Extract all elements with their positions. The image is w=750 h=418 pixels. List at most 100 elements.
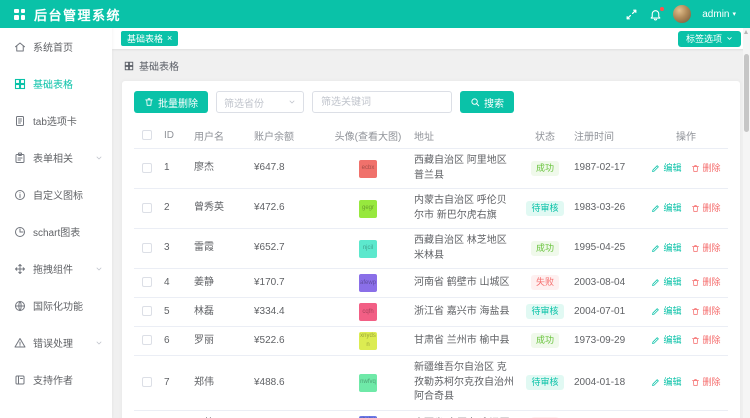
column-header-7: 操作 bbox=[644, 123, 728, 149]
delete-button[interactable]: 删除 bbox=[691, 334, 721, 347]
table-row: 6 罗丽 ¥522.6 xnydsn 甘肃省 兰州市 榆中县 成功 1973-09-29 编辑… bbox=[134, 326, 728, 356]
tab-label: 基础表格 bbox=[127, 34, 164, 44]
cell-id: 7 bbox=[160, 355, 190, 411]
table-row: 5 林磊 ¥334.4 cqfh 浙江省 嘉兴市 海盐县 待审核 2004-07-01 编辑 删… bbox=[134, 297, 728, 327]
delete-button[interactable]: 删除 bbox=[691, 162, 721, 175]
main-area: 基础表格 × 标签选项 基础表格 批量删除 bbox=[112, 28, 750, 418]
edit-button[interactable]: 编辑 bbox=[651, 202, 682, 215]
cell-id: 5 bbox=[160, 297, 190, 327]
search-button[interactable]: 搜索 bbox=[460, 91, 514, 113]
sidebar-item-label: 错误处理 bbox=[33, 339, 73, 350]
pencil-icon bbox=[651, 204, 660, 213]
delete-button[interactable]: 删除 bbox=[691, 376, 721, 389]
avatar-image[interactable]: chabwb bbox=[359, 415, 377, 418]
warning-icon bbox=[14, 337, 26, 349]
row-checkbox[interactable] bbox=[142, 335, 152, 346]
user-avatar[interactable] bbox=[673, 5, 692, 23]
tag-options-label: 标签选项 bbox=[685, 34, 722, 44]
document-icon bbox=[14, 115, 26, 127]
tag-options-button[interactable]: 标签选项 bbox=[677, 30, 741, 47]
edit-button[interactable]: 编辑 bbox=[651, 334, 682, 347]
cell-address: 西藏自治区 阿里地区 普兰县 bbox=[410, 148, 520, 189]
close-icon[interactable]: × bbox=[167, 33, 173, 43]
info-icon bbox=[14, 189, 26, 201]
delete-button[interactable]: 删除 bbox=[691, 305, 721, 318]
sidebar-item-0[interactable]: 系统首页 bbox=[0, 28, 112, 65]
edit-label: 编辑 bbox=[663, 335, 682, 346]
fullscreen-icon[interactable] bbox=[625, 8, 638, 21]
table-row: 4 姜静 ¥170.7 afewp 河南省 鹤壁市 山城区 失败 2003-08-04 编辑 删… bbox=[134, 268, 728, 298]
avatar-image[interactable]: ecbx bbox=[359, 159, 377, 178]
row-checkbox[interactable] bbox=[142, 376, 152, 387]
sidebar-item-1[interactable]: 基础表格 bbox=[0, 65, 112, 102]
cell-address: 新疆维吾尔自治区 克孜勒苏柯尔克孜自治州 阿合奇县 bbox=[410, 355, 520, 411]
table-row: 2 曾秀英 ¥472.6 gegr 内蒙古自治区 呼伦贝尔市 新巴尔虎右旗 待审核 1983… bbox=[134, 188, 728, 229]
scroll-up-arrow[interactable] bbox=[744, 30, 748, 34]
avatar-image[interactable]: afewp bbox=[359, 274, 377, 292]
province-filter-select[interactable]: 筛选省份 bbox=[216, 91, 304, 113]
avatar-image[interactable]: cqfh bbox=[359, 303, 377, 321]
row-checkbox[interactable] bbox=[142, 242, 152, 253]
cell-register-date: 2003-08-04 bbox=[570, 268, 644, 298]
trash-icon bbox=[691, 307, 700, 316]
sidebar-item-8[interactable]: 错误处理 bbox=[0, 324, 112, 361]
delete-label: 删除 bbox=[702, 202, 721, 213]
edit-label: 编辑 bbox=[663, 277, 682, 288]
row-checkbox[interactable] bbox=[142, 306, 152, 317]
delete-button[interactable]: 删除 bbox=[691, 242, 721, 255]
delete-button[interactable]: 删除 bbox=[691, 276, 721, 289]
cell-balance: ¥647.8 bbox=[250, 148, 326, 189]
select-all-checkbox[interactable] bbox=[142, 130, 152, 141]
chevron-down-icon bbox=[726, 35, 733, 42]
row-checkbox[interactable] bbox=[142, 162, 152, 173]
edit-button[interactable]: 编辑 bbox=[651, 376, 682, 389]
table-card: 批量删除 筛选省份 搜索 bbox=[122, 81, 740, 418]
edit-label: 编辑 bbox=[663, 242, 682, 253]
sidebar-item-9[interactable]: 支持作者 bbox=[0, 361, 112, 398]
batch-delete-button[interactable]: 批量删除 bbox=[134, 91, 208, 113]
cell-username: 丁静 bbox=[190, 410, 250, 418]
delete-label: 删除 bbox=[702, 335, 721, 346]
sidebar-item-5[interactable]: schart图表 bbox=[0, 213, 112, 250]
avatar-image[interactable]: gegr bbox=[359, 199, 377, 218]
keyword-filter-input[interactable] bbox=[312, 91, 452, 113]
trash-icon bbox=[691, 378, 700, 387]
cell-balance: ¥170.7 bbox=[250, 268, 326, 298]
sidebar-item-3[interactable]: 表单相关 bbox=[0, 139, 112, 176]
vertical-scrollbar[interactable] bbox=[743, 28, 750, 418]
edit-button[interactable]: 编辑 bbox=[651, 276, 682, 289]
avatar-image[interactable]: xnydsn bbox=[359, 332, 377, 350]
avatar-image[interactable]: njcil bbox=[359, 239, 377, 258]
edit-button[interactable]: 编辑 bbox=[651, 162, 682, 175]
row-checkbox[interactable] bbox=[142, 202, 152, 213]
cell-register-date: 1983-03-26 bbox=[570, 188, 644, 229]
sidebar-item-7[interactable]: 国际化功能 bbox=[0, 287, 112, 324]
bell-icon[interactable] bbox=[649, 6, 665, 21]
home-icon bbox=[14, 41, 26, 53]
sidebar-item-2[interactable]: tab选项卡 bbox=[0, 102, 112, 139]
table-row: 7 郑伟 ¥488.6 nwfvq 新疆维吾尔自治区 克孜勒苏柯尔克孜自治州 阿合奇县待… bbox=[134, 355, 728, 411]
pencil-icon bbox=[651, 307, 660, 316]
avatar-image[interactable]: nwfvq bbox=[359, 373, 377, 392]
cell-id: 6 bbox=[160, 326, 190, 356]
sidebar-item-label: schart图表 bbox=[33, 228, 81, 239]
tab-basic-table[interactable]: 基础表格 × bbox=[121, 31, 179, 46]
sidebar-item-6[interactable]: 拖拽组件 bbox=[0, 250, 112, 287]
pencil-icon bbox=[651, 278, 660, 287]
status-badge: 待审核 bbox=[526, 375, 564, 390]
cell-register-date: 1973-09-29 bbox=[570, 326, 644, 356]
delete-label: 删除 bbox=[702, 162, 721, 173]
chevron-down-icon bbox=[95, 339, 103, 347]
edit-button[interactable]: 编辑 bbox=[651, 242, 682, 255]
row-checkbox[interactable] bbox=[142, 277, 152, 288]
cell-username: 罗丽 bbox=[190, 326, 250, 356]
cell-register-date: 2004-07-01 bbox=[570, 297, 644, 327]
user-menu[interactable]: admin ▾ bbox=[702, 9, 736, 20]
cell-balance: ¥407.5 bbox=[250, 410, 326, 418]
edit-button[interactable]: 编辑 bbox=[651, 305, 682, 318]
delete-button[interactable]: 删除 bbox=[691, 202, 721, 215]
pencil-icon bbox=[651, 336, 660, 345]
sidebar-menu: 系统首页 基础表格 tab选项卡 表单相关 自定义图标 schart图表拖拽组件 国际化功能… bbox=[0, 28, 112, 418]
sidebar-item-4[interactable]: 自定义图标 bbox=[0, 176, 112, 213]
scrollbar-thumb[interactable] bbox=[744, 54, 749, 132]
